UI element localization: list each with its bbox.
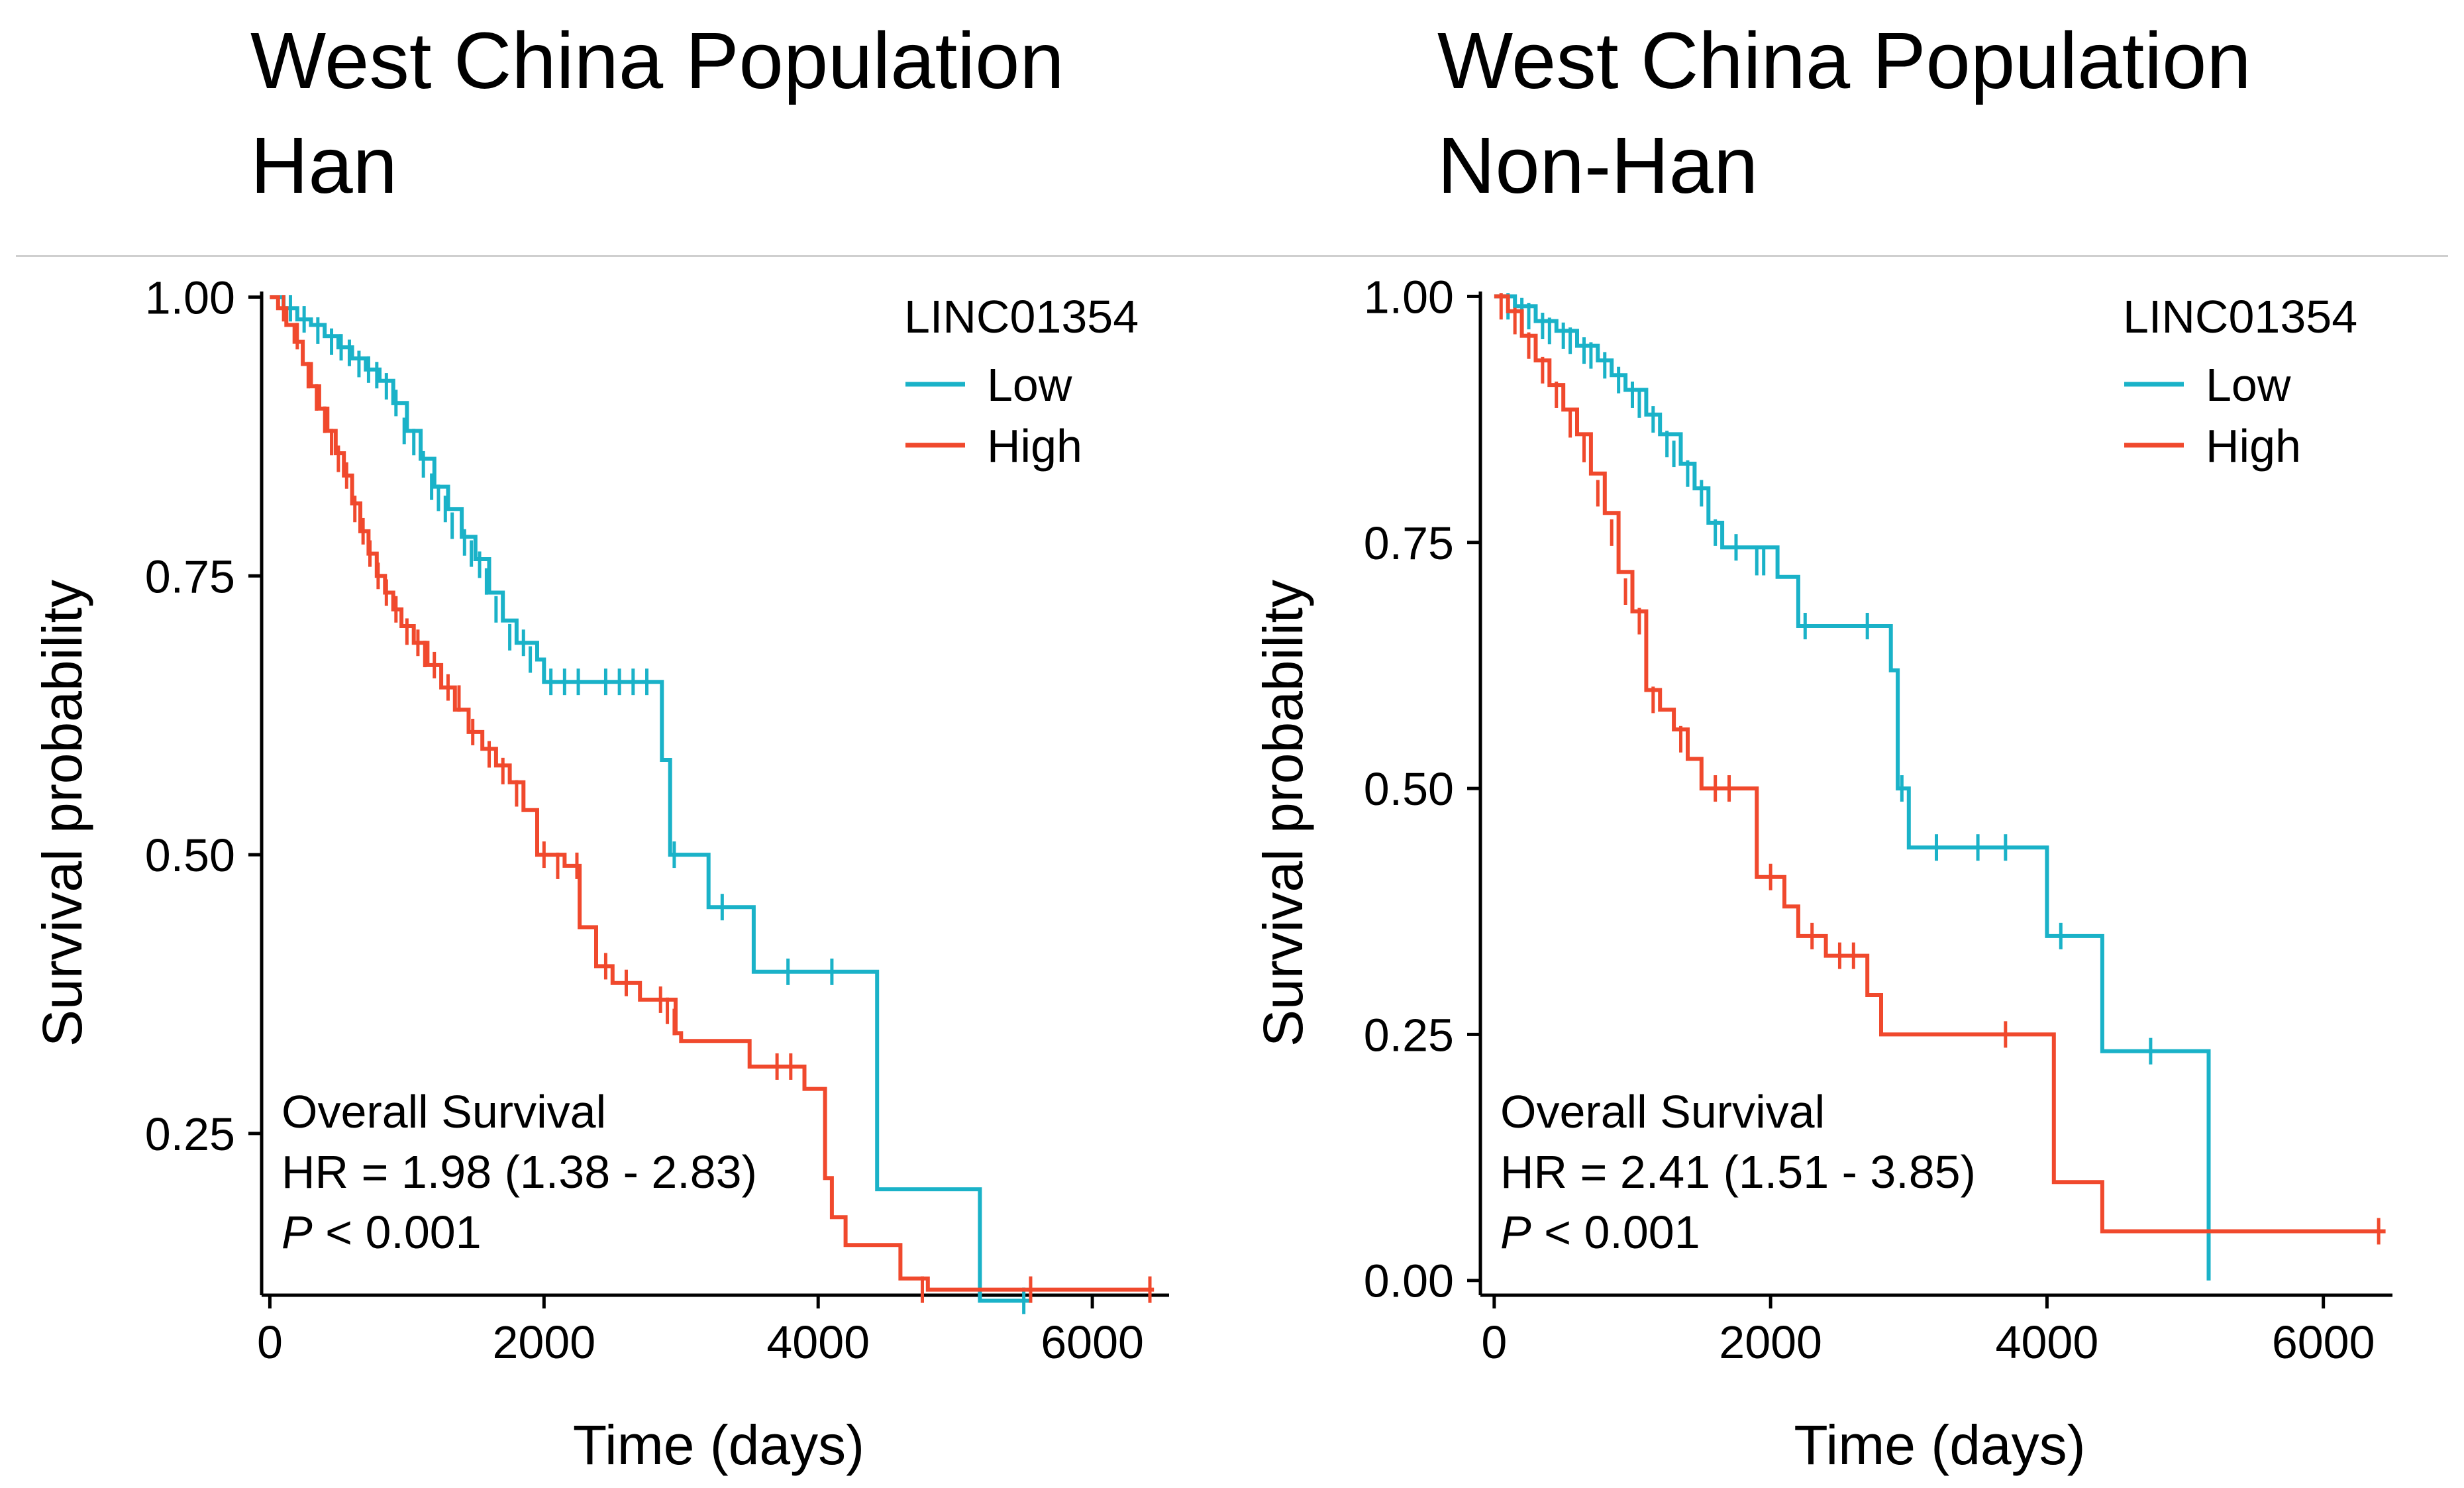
y-tick-label: 0.75 xyxy=(145,551,235,602)
y-axis-label: Survival probability xyxy=(31,580,93,1047)
km-curve-low xyxy=(270,295,1031,1303)
y-tick-label: 0.50 xyxy=(145,829,235,881)
x-axis-label: Time (days) xyxy=(573,1414,864,1476)
panel-title-han-line1: West China Population xyxy=(250,15,1064,105)
series-high xyxy=(270,295,1155,1303)
legend-label-high: High xyxy=(2206,420,2301,472)
series-low xyxy=(270,295,1031,1314)
annotation-hr: HR = 1.98 (1.38 - 2.83) xyxy=(282,1146,757,1198)
y-tick-label: 1.00 xyxy=(145,272,235,323)
legend-label-high: High xyxy=(987,420,1082,472)
y-tick-label: 1.00 xyxy=(1364,271,1454,323)
annotation: Overall Survival HR = 1.98 (1.38 - 2.83) P… xyxy=(282,1086,757,1258)
x-tick-label: 6000 xyxy=(2272,1316,2375,1368)
km-curve-high xyxy=(270,295,1155,1292)
legend: LINC01354 Low High xyxy=(2123,291,2357,472)
legend-title: LINC01354 xyxy=(904,291,1139,343)
x-tick-label: 0 xyxy=(1481,1316,1507,1368)
legend-title: LINC01354 xyxy=(2123,291,2357,343)
panel-title-non-han: West China Population Non-Han xyxy=(1437,8,2251,217)
annotation-p-value: P < 0.001 xyxy=(282,1206,482,1258)
km-curve-high xyxy=(1494,294,2386,1234)
series-high xyxy=(1494,293,2386,1245)
panel-title-han: West China Population Han xyxy=(250,8,1064,217)
x-axis-label: Time (days) xyxy=(1794,1414,2085,1476)
x-tick-label: 4000 xyxy=(766,1316,870,1368)
series-low xyxy=(1494,293,2211,1281)
y-tick-label: 0.75 xyxy=(1364,517,1454,569)
annotation: Overall Survival HR = 2.41 (1.51 - 3.85) P… xyxy=(1500,1086,1976,1258)
y-tick-label: 0.00 xyxy=(1364,1255,1454,1307)
legend: LINC01354 Low High xyxy=(904,291,1139,472)
y-axis-label: Survival probability xyxy=(1252,580,1314,1047)
x-tick-label: 4000 xyxy=(1996,1316,2099,1368)
y-tick-label: 0.50 xyxy=(1364,763,1454,815)
title-divider xyxy=(16,255,2448,257)
annotation-p-value: P < 0.001 xyxy=(1500,1206,1700,1258)
panel-title-han-line2: Han xyxy=(250,120,397,210)
km-curve-low xyxy=(1494,294,2211,1281)
x-tick-label: 0 xyxy=(257,1316,283,1368)
annotation-title: Overall Survival xyxy=(1500,1086,1825,1138)
y-tick-label: 0.25 xyxy=(1364,1009,1454,1061)
legend-label-low: Low xyxy=(2206,359,2291,411)
legend-label-low: Low xyxy=(987,359,1072,411)
km-plot-nonhan: 0.00 0.25 0.50 0.75 1.00 0 2000 4000 6000 Time (d… xyxy=(1252,271,2392,1476)
annotation-hr: HR = 2.41 (1.51 - 3.85) xyxy=(1500,1146,1976,1198)
x-tick-label: 2000 xyxy=(492,1316,595,1368)
km-plot-han: 0.25 0.50 0.75 1.00 0 2000 4000 6000 Time (days)… xyxy=(31,272,1169,1476)
x-tick-label: 6000 xyxy=(1041,1316,1144,1368)
annotation-title: Overall Survival xyxy=(282,1086,606,1138)
y-tick-label: 0.25 xyxy=(145,1108,235,1160)
panel-title-non-han-line2: Non-Han xyxy=(1437,120,1759,210)
x-tick-label: 2000 xyxy=(1719,1316,1822,1368)
panel-title-non-han-line1: West China Population xyxy=(1437,15,2251,105)
